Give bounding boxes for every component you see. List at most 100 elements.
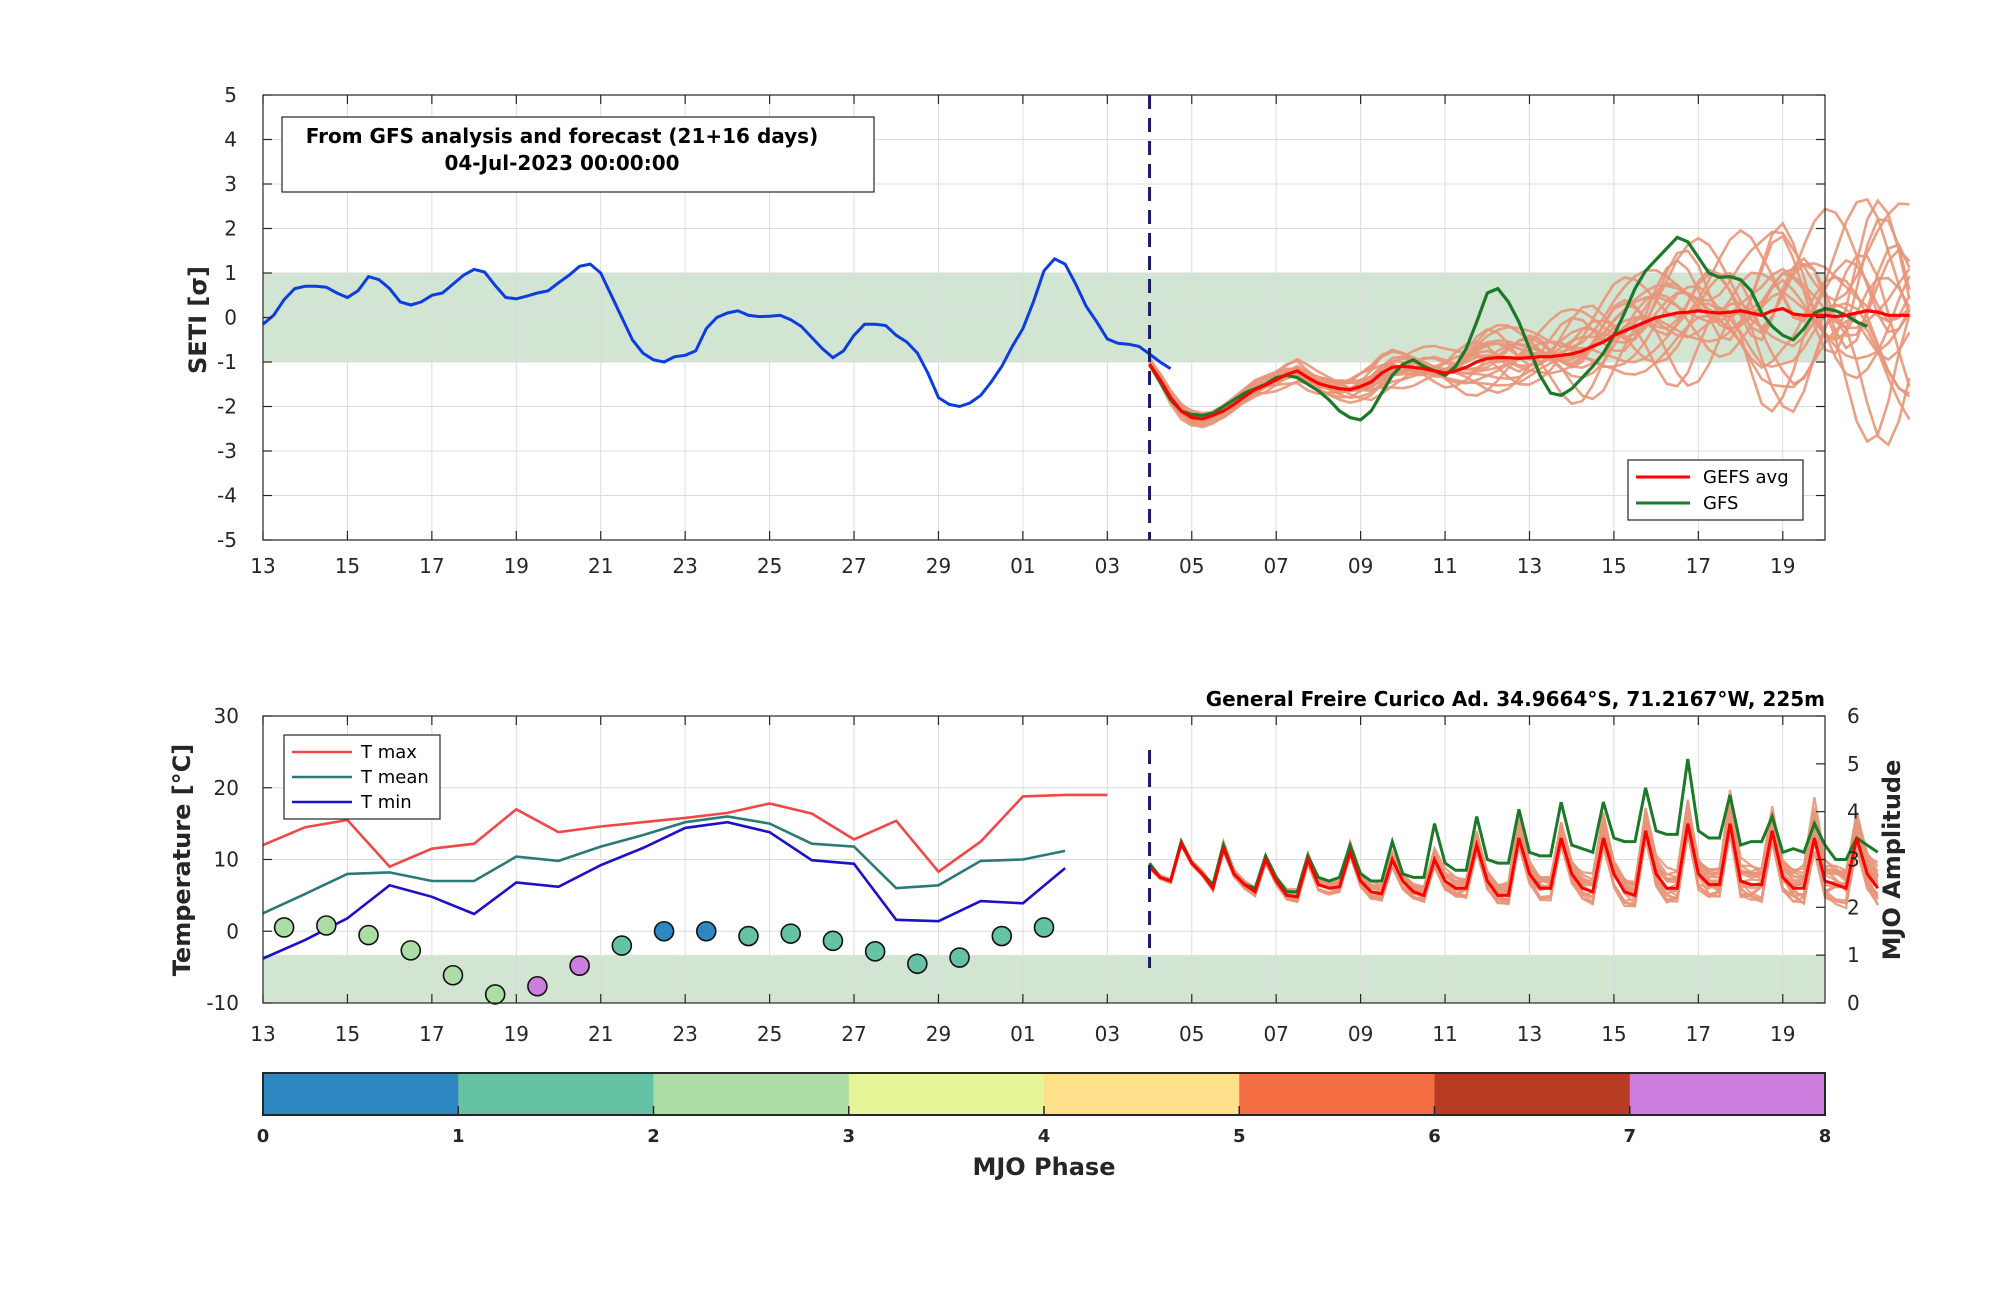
colorbar-tick-label: 3 bbox=[842, 1126, 855, 1147]
y-tick-label: -3 bbox=[217, 439, 237, 463]
x-tick-label: 17 bbox=[419, 1022, 444, 1046]
mjo-amplitude-marker bbox=[400, 940, 422, 961]
colorbar-cell bbox=[848, 1073, 1045, 1115]
y-tick-label: 2 bbox=[224, 217, 237, 241]
x-tick-label: 19 bbox=[504, 554, 529, 578]
station-title: General Freire Curico Ad. 34.9664°S, 71.… bbox=[1206, 687, 1825, 711]
colorbar-ticks: 0 1 2 3 4 5 6 7 8 bbox=[257, 1106, 1832, 1147]
y-tick-label: 1 bbox=[224, 261, 237, 285]
x-tick-label: 11 bbox=[1432, 1022, 1457, 1046]
mjo-amplitude-marker bbox=[316, 915, 337, 936]
colorbar-tick-label: 6 bbox=[1428, 1126, 1441, 1147]
mjo-amplitude-marker bbox=[1033, 917, 1055, 938]
tmax-line bbox=[262, 793, 1108, 874]
y-tick-label: 5 bbox=[224, 83, 237, 107]
x-tick-label: 05 bbox=[1179, 1022, 1204, 1046]
y-right-tick-label: 6 bbox=[1847, 704, 1860, 728]
y-right-tick-label: 1 bbox=[1847, 943, 1860, 967]
x-tick-label: 07 bbox=[1263, 554, 1288, 578]
ensemble-member-line bbox=[1148, 202, 1910, 418]
colorbar-tick-label: 0 bbox=[257, 1126, 270, 1147]
mjo-amplitude-marker bbox=[442, 964, 464, 986]
colorbar-cell bbox=[458, 1073, 654, 1115]
x-tick-label: 25 bbox=[757, 1022, 782, 1046]
y-tick-label: 30 bbox=[214, 704, 239, 728]
x-tick-label: 13 bbox=[250, 554, 275, 578]
colorbar-label: MJO Phase bbox=[972, 1153, 1115, 1181]
x-tick-label: 17 bbox=[1686, 1022, 1711, 1046]
mjo-amplitude-marker bbox=[484, 984, 506, 1005]
x-tick-label: 17 bbox=[419, 554, 444, 578]
seti-info-line-1: From GFS analysis and forecast (21+16 da… bbox=[306, 124, 818, 148]
forecast-gfs-temperature-line bbox=[1148, 758, 1879, 894]
mjo-amplitude-marker bbox=[907, 953, 928, 975]
x-tick-label: 07 bbox=[1263, 1022, 1288, 1046]
colorbar-cell bbox=[653, 1073, 850, 1115]
temperature-legend: T max T mean T min bbox=[283, 734, 441, 820]
seti-ensemble-members bbox=[1148, 197, 1911, 447]
colorbar-cell bbox=[1434, 1073, 1631, 1115]
x-tick-label: 25 bbox=[757, 554, 782, 578]
mjo-amplitude-marker bbox=[569, 955, 590, 976]
legend-tmin-label: T min bbox=[360, 792, 412, 813]
x-tick-label: 03 bbox=[1095, 1022, 1120, 1046]
x-tick-label: 11 bbox=[1432, 554, 1457, 578]
seti-analysis-line bbox=[262, 256, 1172, 409]
mjo-amplitude-y-ticks: 0 1 2 3 4 5 6 bbox=[1816, 704, 1860, 1015]
seti-legend: GEFS avg GFS bbox=[1627, 459, 1804, 521]
legend-gfs-label: GFS bbox=[1703, 493, 1738, 514]
mjo-amplitude-marker bbox=[780, 923, 802, 944]
x-tick-label: 01 bbox=[1010, 554, 1035, 578]
temperature-y-ticks: -10 0 10 20 30 bbox=[206, 704, 272, 1015]
y-right-tick-label: 3 bbox=[1847, 848, 1860, 872]
x-tick-label: 15 bbox=[335, 1022, 360, 1046]
temperature-y-label: Temperature [°C] bbox=[168, 744, 196, 977]
mjo-amplitude-marker bbox=[653, 920, 675, 942]
x-tick-label: 15 bbox=[1601, 1022, 1626, 1046]
x-tick-label: 27 bbox=[841, 554, 866, 578]
x-tick-label: 05 bbox=[1179, 554, 1204, 578]
colorbar-cell bbox=[1044, 1073, 1240, 1115]
seti-x-ticks: 13 15 17 19 21 23 25 27 29 01 03 05 07 09 11 13 15 17 19 bbox=[250, 95, 1796, 578]
y-right-tick-label: 4 bbox=[1847, 800, 1860, 824]
x-tick-label: 15 bbox=[335, 554, 360, 578]
x-tick-label: 09 bbox=[1348, 1022, 1373, 1046]
colorbar-tick-label: 1 bbox=[452, 1126, 465, 1147]
y-tick-label: -10 bbox=[206, 991, 239, 1015]
mjo-amplitude-marker bbox=[991, 925, 1013, 947]
x-tick-label: 09 bbox=[1348, 554, 1373, 578]
legend-gefs-avg-label: GEFS avg bbox=[1703, 467, 1789, 488]
y-tick-label: 10 bbox=[214, 848, 239, 872]
mjo-amplitude-marker bbox=[949, 947, 970, 968]
x-tick-label: 27 bbox=[841, 1022, 866, 1046]
x-tick-label: 19 bbox=[1770, 1022, 1795, 1046]
x-tick-label: 15 bbox=[1601, 554, 1626, 578]
legend-tmax-label: T max bbox=[360, 742, 417, 763]
x-tick-label: 13 bbox=[1517, 1022, 1542, 1046]
x-tick-label: 19 bbox=[1770, 554, 1795, 578]
mjo-amplitude-marker bbox=[273, 917, 295, 938]
x-tick-label: 21 bbox=[588, 1022, 613, 1046]
x-tick-label: 23 bbox=[672, 1022, 697, 1046]
x-tick-label: 17 bbox=[1686, 554, 1711, 578]
tmin-line bbox=[262, 820, 1066, 960]
colorbar-cell bbox=[1239, 1073, 1435, 1115]
y-tick-label: 0 bbox=[224, 306, 237, 330]
mjo-amplitude-marker bbox=[695, 920, 717, 942]
mjo-amplitude-marker bbox=[822, 930, 844, 952]
mjo-amplitude-markers bbox=[273, 915, 1055, 1005]
tmean-line bbox=[262, 815, 1066, 915]
colorbar-tick-label: 8 bbox=[1819, 1126, 1832, 1147]
ensemble-member-line bbox=[1148, 305, 1911, 444]
y-right-tick-label: 0 bbox=[1847, 991, 1860, 1015]
mjo-amplitude-marker bbox=[864, 941, 886, 962]
mjo-amplitude-y-label: MJO Amplitude bbox=[1878, 760, 1906, 961]
x-tick-label: 29 bbox=[926, 1022, 951, 1046]
x-tick-label: 03 bbox=[1095, 554, 1120, 578]
x-tick-label: 13 bbox=[1517, 554, 1542, 578]
y-right-tick-label: 5 bbox=[1847, 752, 1860, 776]
x-tick-label: 21 bbox=[588, 554, 613, 578]
y-tick-label: 3 bbox=[224, 172, 237, 196]
forecast-gefs-avg-temperature-line bbox=[1148, 823, 1880, 899]
